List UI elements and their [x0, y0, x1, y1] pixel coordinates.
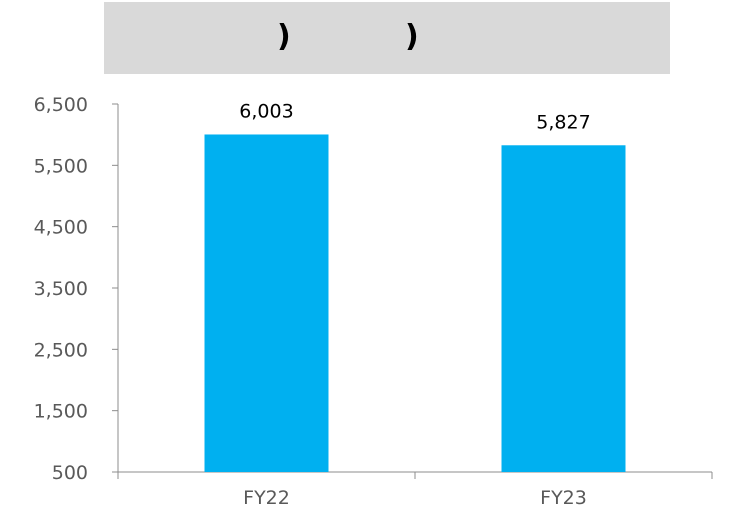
- x-category-label: FY23: [540, 487, 587, 509]
- y-tick-label: 6,500: [34, 94, 88, 116]
- y-tick-label: 500: [52, 462, 88, 484]
- y-tick-label: 3,500: [34, 278, 88, 300]
- y-tick-label: 5,500: [34, 155, 88, 177]
- data-label: 5,827: [536, 111, 590, 133]
- bar: [205, 134, 329, 472]
- y-tick-label: 1,500: [34, 401, 88, 423]
- y-tick-label: 2,500: [34, 339, 88, 361]
- data-label: 6,003: [239, 100, 293, 122]
- x-category-label: FY22: [243, 487, 290, 509]
- y-tick-label: 4,500: [34, 217, 88, 239]
- bar: [502, 145, 626, 472]
